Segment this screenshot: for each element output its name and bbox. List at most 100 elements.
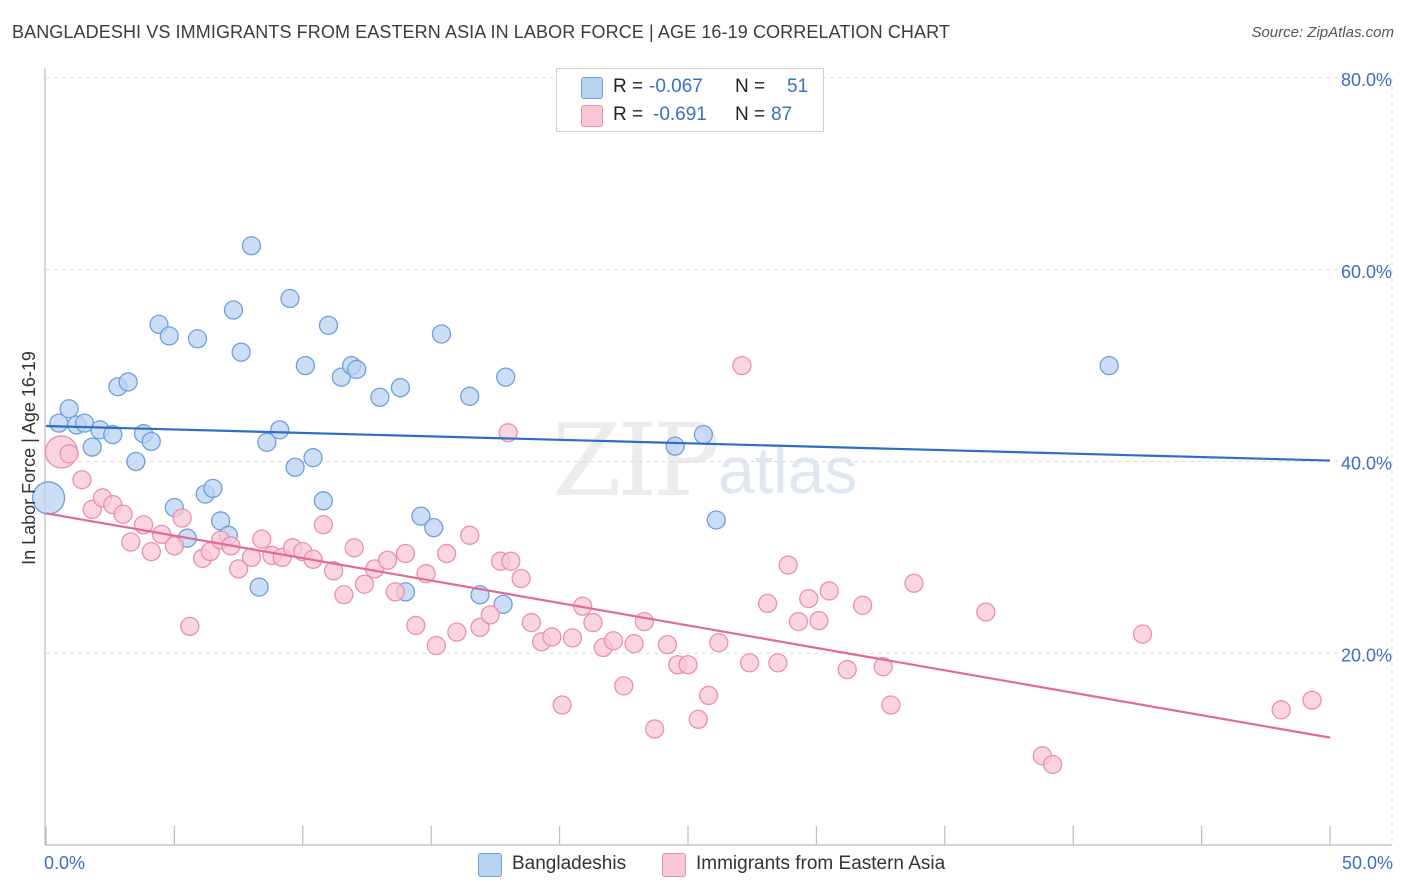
bottom-legend-swatch-blue [478,853,502,877]
eastern-asia-point [1271,700,1291,720]
bottom-legend-label: Bangladeshis [512,853,627,874]
eastern-asia-point [757,593,778,614]
bangladeshi-point [390,378,411,398]
eastern-asia-point [1043,754,1063,775]
eastern-asia-point [852,595,873,615]
bangladeshi-point [249,577,269,597]
eastern-asia-point [252,529,272,549]
bangladeshi-point [257,432,277,452]
label-layer: 20.0% 40.0% 60.0% 80.0% 0.0% 50.0% In Labor Fo… [19,70,1393,873]
legend-swatch-pink [581,105,603,127]
bangladeshi-point [203,478,223,498]
eastern-asia-point [837,659,857,680]
eastern-asia-point [768,653,788,673]
eastern-asia-point [480,605,500,625]
legend-r-label: R = [613,104,644,125]
eastern-asia-point [904,573,924,593]
bangladeshi-point [285,457,305,477]
eastern-asia-point [395,543,416,564]
legend-swatch-blue [581,77,603,99]
eastern-asia-point [976,602,996,622]
bangladeshi-point [318,315,339,336]
bangladeshi-point [280,288,300,309]
bangladeshi-point [431,324,452,344]
eastern-asia-point [511,568,531,589]
eastern-asia-point [732,355,752,376]
eastern-asia-point [172,508,192,528]
y-tick-label: 20.0% [1341,645,1392,665]
bangladeshi-trend-line [45,424,1331,462]
eastern-asia-point [1302,690,1322,710]
chart-title: BANGLADESHI VS IMMIGRANTS FROM EASTERN A… [12,22,951,42]
bangladeshi-point [1099,355,1119,376]
eastern-asia-point [873,657,893,677]
bangladeshi-point [295,355,316,376]
eastern-asia-point [377,550,398,570]
bangladeshi-point [241,236,262,256]
bangladeshi-point [347,359,367,380]
legend-row-eastern-asia: R = -0.691 N = 87 [557,101,823,129]
bangladeshi-point [693,425,714,445]
bangladeshi-point [313,491,333,511]
eastern-asia-point [644,719,665,739]
eastern-asia-point [406,615,426,636]
bangladeshi-point [460,386,480,406]
bangladeshi-point [82,437,102,457]
eastern-asia-point [562,628,583,648]
bangladeshi-point [223,300,244,320]
eastern-asia-point [344,538,364,558]
eastern-asia-point [354,574,375,594]
eastern-asia-point [788,611,809,632]
x-tick-label-min: 0.0% [44,853,85,873]
eastern-asia-trend-line [45,512,1331,739]
legend-n-label: N = [735,104,766,125]
eastern-asia-point [739,653,760,673]
y-tick-label: 60.0% [1341,262,1392,282]
bangladeshi-point [141,431,161,452]
eastern-asia-point [698,685,719,706]
bangladeshi-point [126,451,146,472]
watermark-zip: ZIP [552,402,720,519]
eastern-asia-point [657,634,678,655]
legend-r-value: -0.067 [649,76,703,97]
eastern-asia-point [614,676,634,696]
bangladeshi-point [424,518,444,538]
eastern-asia-point [678,655,698,675]
bangladeshi-point [118,372,138,392]
eastern-asia-point [313,515,333,535]
legend-r-label: R = [613,76,644,97]
legend-r-value: -0.691 [653,104,707,125]
bottom-legend-label: Immigrants from Eastern Asia [696,853,946,874]
axis-layer [44,68,1392,846]
bangladeshi-point [59,399,79,419]
eastern-asia-point [634,611,654,632]
eastern-asia-point [624,634,644,654]
bangladeshi-point [493,594,513,615]
bangladeshi-point [370,387,390,407]
eastern-asia-point [164,536,185,556]
bangladeshi-point [187,329,208,349]
bangladeshi-point [496,367,516,387]
bangladeshi-point [706,510,726,530]
eastern-asia-point [552,695,572,715]
eastern-asia-point [436,543,457,564]
eastern-asia-point [709,633,729,653]
eastern-asia-point [447,622,467,642]
y-tick-label: 80.0% [1341,70,1392,90]
bangladeshi-point [103,425,123,445]
eastern-asia-point [334,585,354,605]
bottom-legend-swatch-pink [662,853,686,877]
eastern-asia-point [583,612,603,633]
points-layer [31,236,1322,775]
eastern-asia-point [688,709,708,730]
x-tick-label-max: 50.0% [1342,853,1393,873]
eastern-asia-point [881,695,901,715]
eastern-asia-point [542,627,562,647]
bangladeshi-point [270,420,290,440]
grid-layer [46,77,1393,845]
stats-legend: R = -0.067 N = 51 R = -0.691 N = 87 [556,68,824,132]
eastern-asia-point [426,635,446,656]
eastern-asia-point [501,551,521,571]
bangladeshi-point [411,506,431,526]
